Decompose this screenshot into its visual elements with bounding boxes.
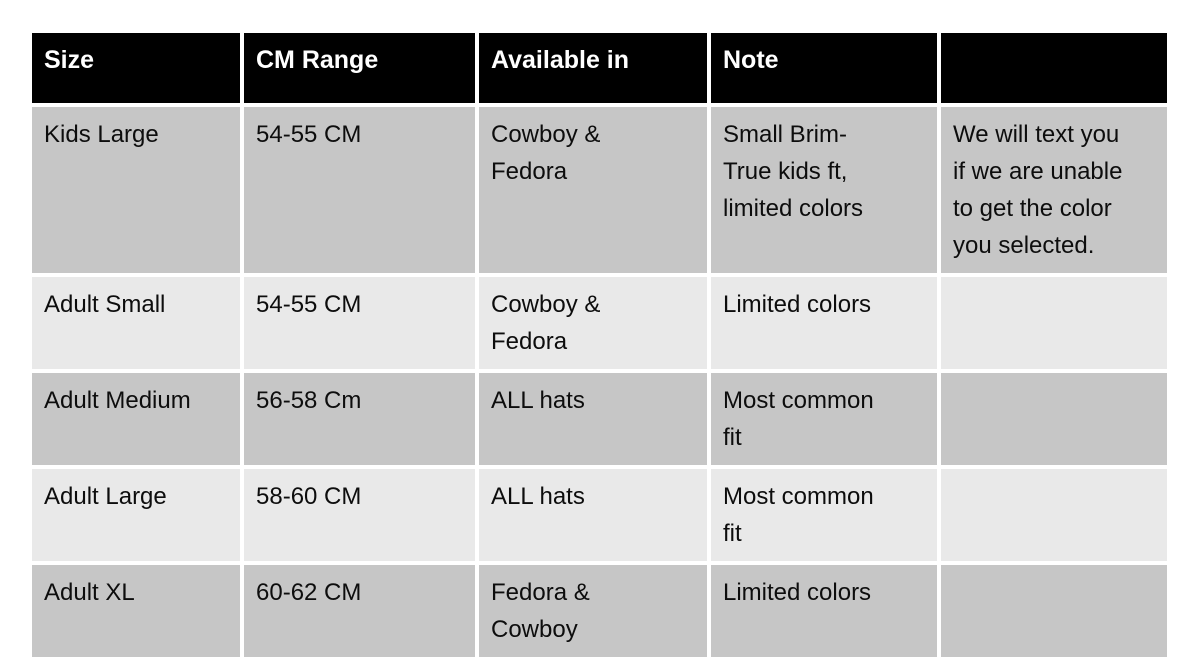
column-header-available-in: Available in (479, 33, 707, 103)
table-row-adult-xl: Adult XL 60-62 CM Fedora & Cowboy Limite… (32, 565, 1167, 657)
table-header-row: Size CM Range Available in Note (32, 33, 1167, 103)
cell-size: Adult Medium (44, 387, 191, 414)
cell-available-in: ALL hats (491, 387, 585, 414)
cell-note: Most common fit (723, 387, 874, 451)
cell-size: Adult Large (44, 483, 167, 510)
cell-cm-range: 60-62 CM (256, 579, 362, 606)
cell-extra-note: We will text you if we are unable to get… (953, 121, 1123, 259)
cell-cm-range: 54-55 CM (256, 121, 362, 148)
cell-extra-note (941, 469, 1167, 561)
cell-available-in: Cowboy & Fedora (491, 291, 601, 355)
cell-note: Most common fit (723, 483, 874, 547)
cell-size: Adult Small (44, 291, 166, 318)
column-header-size: Size (32, 33, 240, 103)
column-header-note: Note (711, 33, 937, 103)
table-row-adult-medium: Adult Medium 56-58 Cm ALL hats Most comm… (32, 373, 1167, 465)
cell-extra-note (941, 565, 1167, 657)
cell-cm-range: 58-60 CM (256, 483, 362, 510)
cell-note: Small Brim- True kids ft, limited colors (723, 121, 864, 222)
cell-cm-range: 56-58 Cm (256, 387, 362, 414)
column-header-blank (941, 33, 1167, 103)
hat-size-table: Size CM Range Available in Note Kids Lar… (28, 29, 1171, 661)
cell-extra-note (941, 373, 1167, 465)
cell-size: Kids Large (44, 121, 159, 148)
column-header-cm-range: CM Range (244, 33, 475, 103)
cell-size: Adult XL (44, 579, 135, 606)
table-row-adult-small: Adult Small 54-55 CM Cowboy & Fedora Lim… (32, 277, 1167, 369)
cell-cm-range: 54-55 CM (256, 291, 362, 318)
cell-note: Limited colors (723, 579, 872, 606)
cell-available-in: Cowboy & Fedora (491, 121, 601, 185)
cell-note: Limited colors (723, 291, 872, 318)
table-row-adult-large: Adult Large 58-60 CM ALL hats Most commo… (32, 469, 1167, 561)
cell-available-in: ALL hats (491, 483, 585, 510)
cell-extra-note (941, 277, 1167, 369)
table-row-kids-large: Kids Large 54-55 CM Cowboy & Fedora Smal… (32, 107, 1167, 273)
cell-available-in: Fedora & Cowboy (491, 579, 590, 643)
